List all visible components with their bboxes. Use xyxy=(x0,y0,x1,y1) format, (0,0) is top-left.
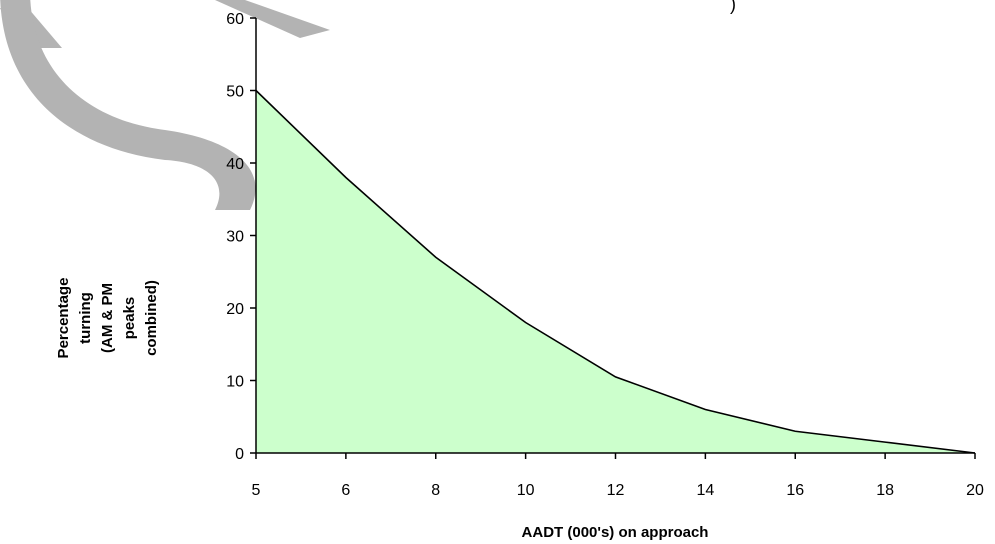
y-tick-label: 0 xyxy=(235,446,244,463)
y-axis-title-line: Percentage xyxy=(55,278,72,359)
x-tick-label: 5 xyxy=(252,482,261,499)
area-series-line xyxy=(255,89,976,454)
y-tick-label: 60 xyxy=(226,11,244,28)
x-tick-label: 18 xyxy=(876,482,894,499)
x-tick-label: 10 xyxy=(517,482,535,499)
watermark-graphic xyxy=(0,0,330,210)
y-tick-label: 20 xyxy=(226,301,244,318)
title-fragment: ) xyxy=(730,0,736,14)
x-tick-label: 16 xyxy=(786,482,804,499)
x-tick-label: 6 xyxy=(341,482,350,499)
y-tick-label: 40 xyxy=(226,156,244,173)
y-axis-title: Percentage turning (AM & PM peaks combined) xyxy=(55,278,160,359)
y-tick-label: 30 xyxy=(226,229,244,246)
x-tick-label: 14 xyxy=(696,482,714,499)
x-tick-label: 8 xyxy=(431,482,440,499)
x-axis-title: AADT (000's) on approach xyxy=(522,524,709,541)
area-series-fill xyxy=(256,90,975,453)
y-axis-title-line: peaks xyxy=(121,297,138,340)
x-tick-label: 12 xyxy=(607,482,625,499)
y-axis-title-line: combined) xyxy=(143,280,160,356)
y-axis-title-line: turning xyxy=(77,292,94,344)
watermark-stroke-right xyxy=(215,0,330,38)
y-tick-label: 50 xyxy=(226,84,244,101)
y-axis-ticks: 0 10 20 30 40 50 60 xyxy=(226,11,256,463)
y-tick-label: 10 xyxy=(226,374,244,391)
x-tick-label: 20 xyxy=(966,482,984,499)
y-axis-title-line: (AM & PM xyxy=(99,283,116,353)
x-axis-ticks: 5 6 8 10 12 14 16 18 20 xyxy=(252,453,984,499)
watermark-stroke-curve xyxy=(0,0,256,210)
